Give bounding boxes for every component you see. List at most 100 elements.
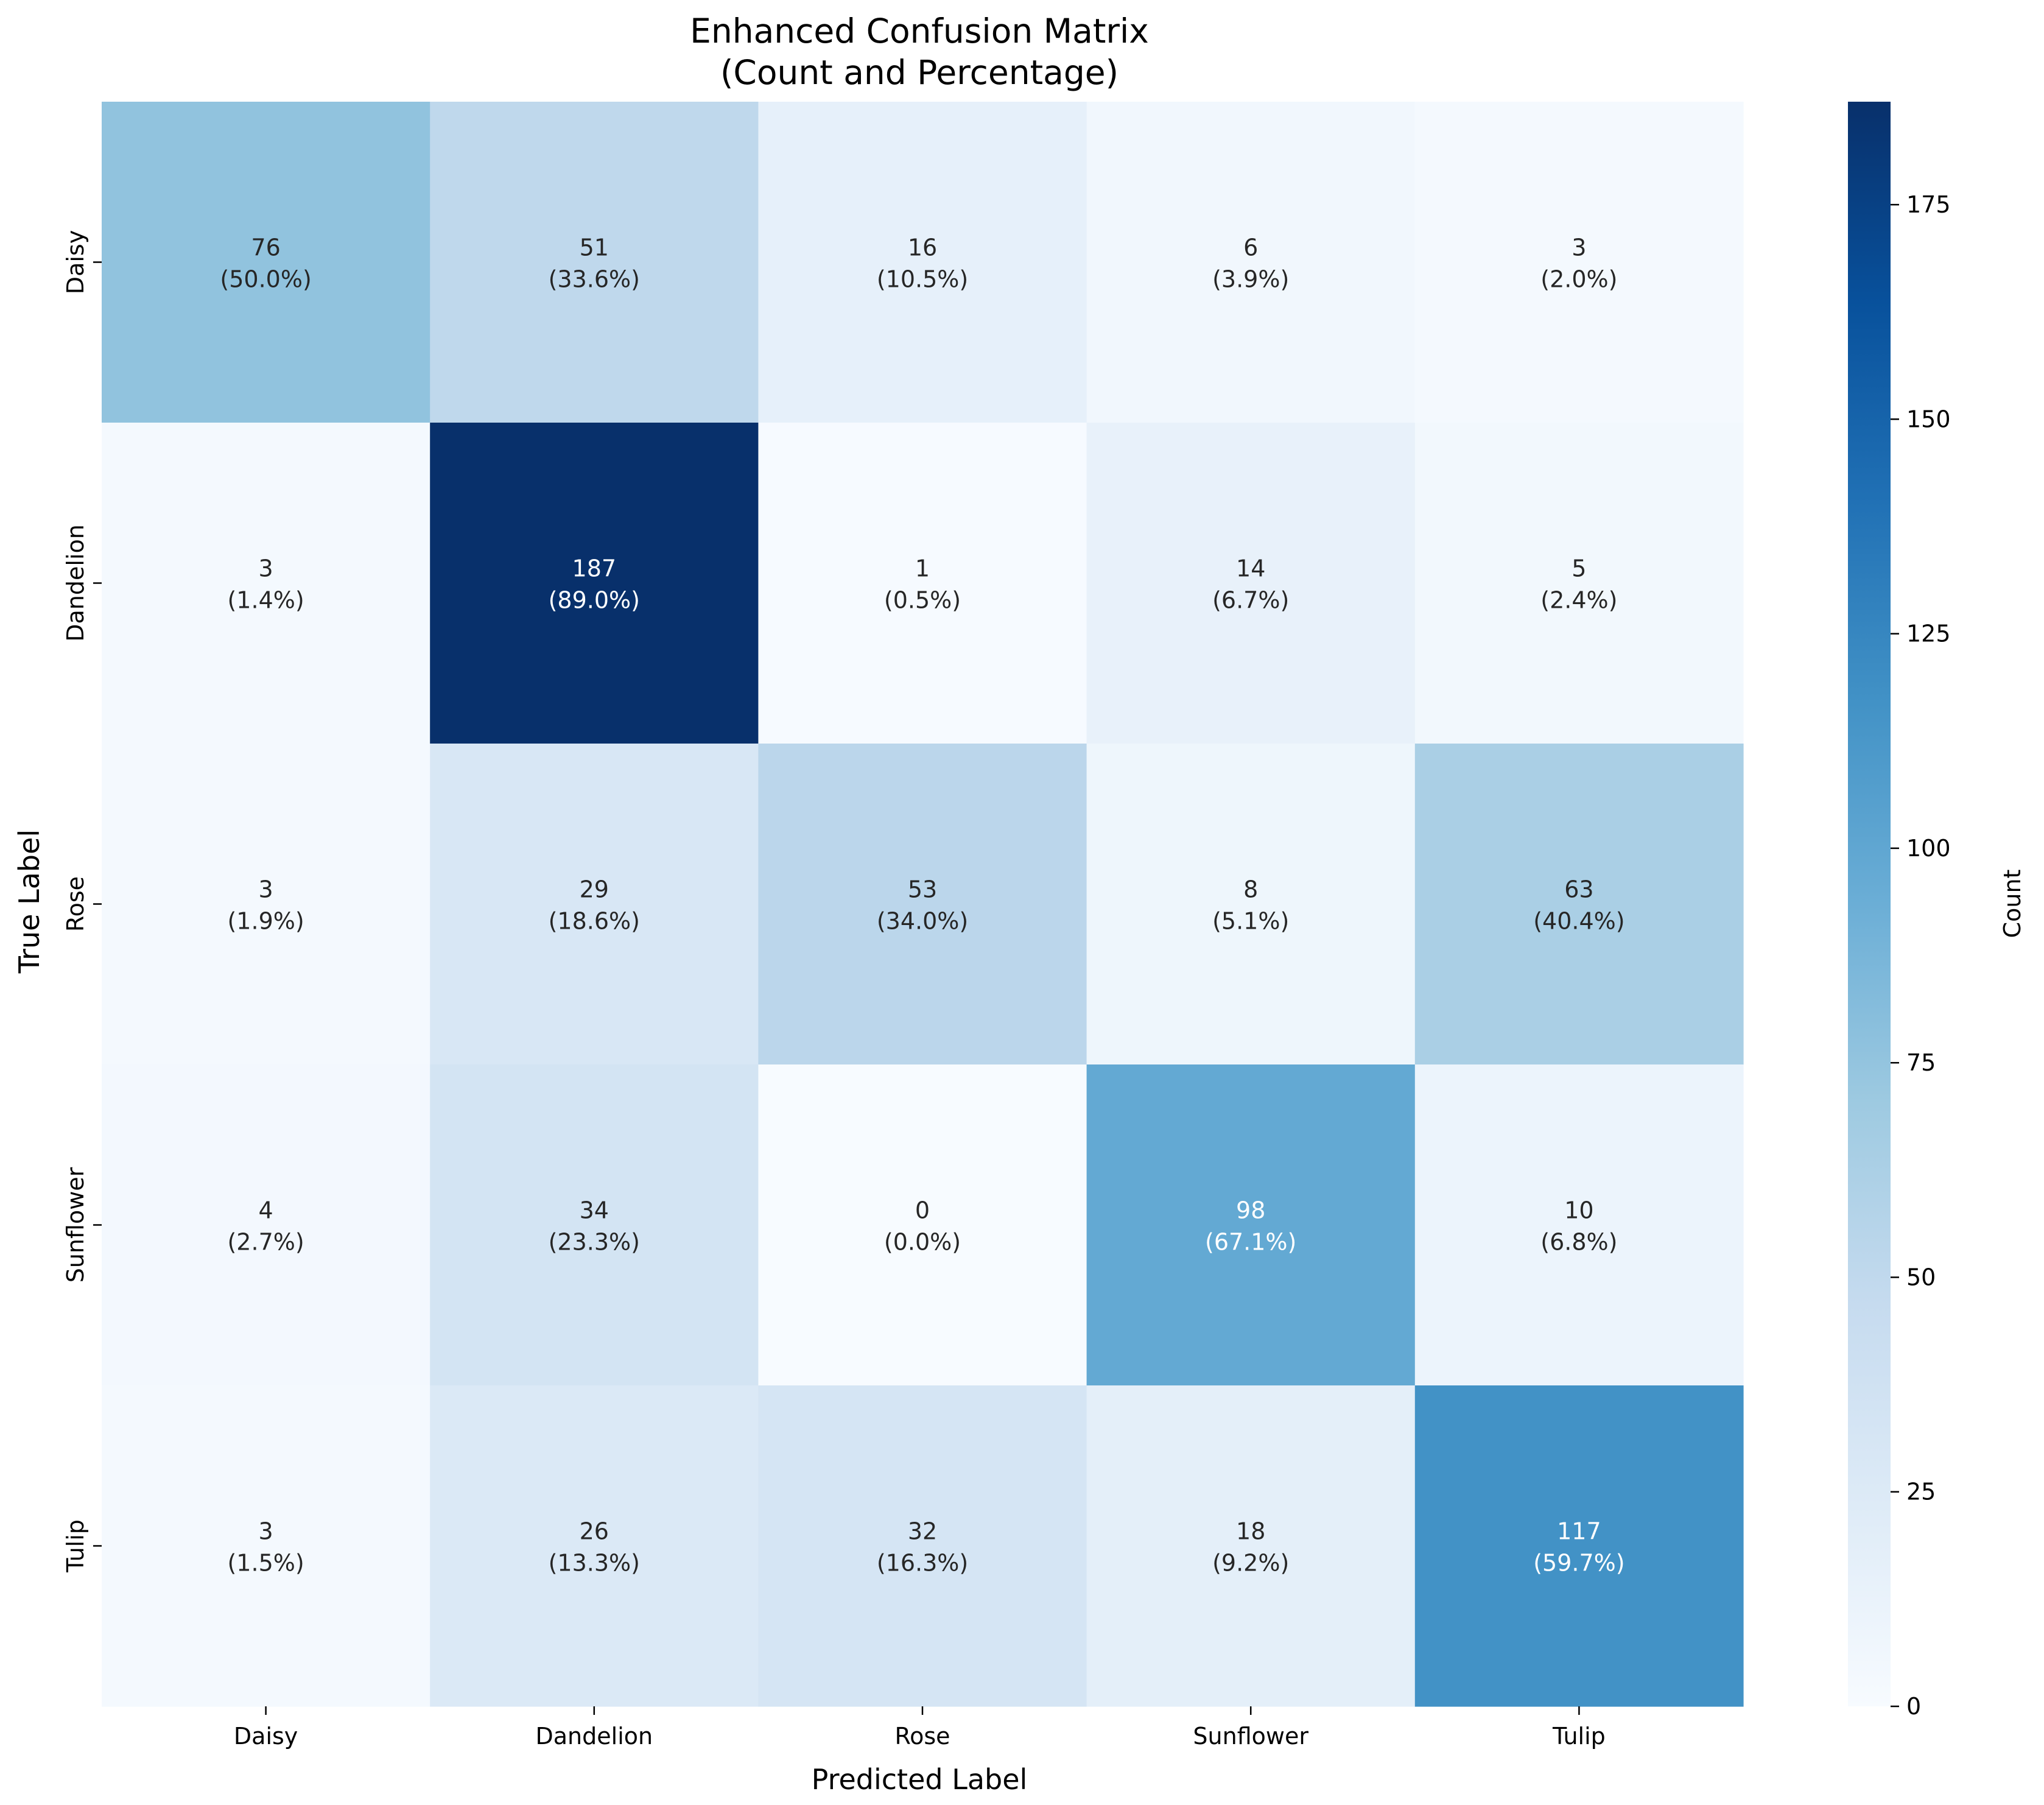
- heatmap-cell: [102, 423, 430, 744]
- cell-percent-label: (23.3%): [549, 1229, 640, 1256]
- cell-count-label: 3: [259, 876, 273, 903]
- heatmap-cell: [1086, 1064, 1416, 1386]
- cell-percent-label: (18.6%): [549, 908, 640, 935]
- cell-count-label: 4: [259, 1197, 273, 1224]
- heatmap-cell: [1414, 423, 1744, 744]
- cell-count-label: 10: [1564, 1197, 1593, 1224]
- cell-percent-label: (0.5%): [884, 587, 961, 614]
- cell-percent-label: (5.1%): [1212, 908, 1289, 935]
- heatmap-cell: [430, 744, 759, 1065]
- heatmap-cell: [1414, 1385, 1744, 1707]
- x-tick-label: Tulip: [1552, 1723, 1606, 1750]
- cell-percent-label: (40.4%): [1533, 908, 1624, 935]
- heatmap-cell: [430, 102, 759, 423]
- cell-count-label: 18: [1236, 1518, 1265, 1545]
- cell-percent-label: (2.4%): [1540, 587, 1617, 614]
- chart-title: Enhanced Confusion Matrix: [690, 12, 1149, 51]
- y-tick-label: Rose: [62, 876, 89, 932]
- cell-percent-label: (9.2%): [1212, 1550, 1289, 1577]
- heatmap-cell: [102, 102, 430, 423]
- cell-percent-label: (3.9%): [1212, 266, 1289, 293]
- cell-count-label: 16: [908, 234, 937, 261]
- x-tick-label: Rose: [894, 1723, 950, 1750]
- cell-count-label: 98: [1236, 1197, 1265, 1224]
- x-tick-label: Daisy: [234, 1723, 298, 1750]
- cell-count-label: 3: [259, 1518, 273, 1545]
- heatmap-cell: [102, 1385, 430, 1707]
- cell-percent-label: (50.0%): [220, 266, 311, 293]
- cell-percent-label: (2.0%): [1540, 266, 1617, 293]
- y-tick-label: Daisy: [62, 230, 89, 294]
- cell-count-label: 34: [580, 1197, 609, 1224]
- heatmap-cells: [102, 102, 1744, 1707]
- colorbar: [1848, 102, 1891, 1706]
- colorbar-tick-label: 50: [1906, 1264, 1936, 1290]
- colorbar-tick-label: 75: [1906, 1049, 1936, 1076]
- cell-count-label: 29: [580, 876, 609, 903]
- cell-percent-label: (89.0%): [549, 587, 640, 614]
- heatmap-cell: [758, 423, 1087, 744]
- heatmap-cell: [758, 102, 1087, 423]
- cell-percent-label: (6.8%): [1540, 1229, 1617, 1256]
- cell-count-label: 76: [251, 234, 280, 261]
- cell-count-label: 51: [580, 234, 609, 261]
- y-tick-label: Dandelion: [62, 524, 89, 642]
- heatmap-cell: [1086, 423, 1416, 744]
- colorbar-tick-label: 175: [1906, 191, 1951, 218]
- cell-percent-label: (1.5%): [227, 1550, 304, 1577]
- x-axis-label: Predicted Label: [812, 1763, 1028, 1796]
- heatmap-cell: [430, 1385, 759, 1707]
- cell-count-label: 53: [908, 876, 937, 903]
- cell-count-label: 14: [1236, 555, 1265, 582]
- colorbar-tick-label: 125: [1906, 621, 1951, 647]
- colorbar-tick-label: 0: [1906, 1693, 1921, 1720]
- cell-count-label: 3: [259, 555, 273, 582]
- cell-count-label: 6: [1243, 234, 1258, 261]
- cell-percent-label: (59.7%): [1533, 1550, 1624, 1577]
- cell-annotations: 76(50.0%)51(33.6%)16(10.5%)6(3.9%)3(2.0%…: [220, 234, 1624, 1577]
- y-tick-label: Tulip: [62, 1519, 89, 1573]
- cell-percent-label: (16.3%): [877, 1550, 968, 1577]
- y-axis-label: True Label: [13, 829, 46, 974]
- cell-percent-label: (34.0%): [877, 908, 968, 935]
- heatmap-cell: [430, 423, 759, 744]
- heatmap-cell: [1414, 1064, 1744, 1386]
- cell-percent-label: (67.1%): [1205, 1229, 1296, 1256]
- heatmap-cell: [102, 744, 430, 1065]
- cell-percent-label: (6.7%): [1212, 587, 1289, 614]
- colorbar-tick-label: 25: [1906, 1479, 1936, 1505]
- heatmap-cell: [1414, 744, 1744, 1065]
- cell-percent-label: (2.7%): [227, 1229, 304, 1256]
- chart-subtitle: (Count and Percentage): [720, 53, 1119, 92]
- cell-count-label: 8: [1243, 876, 1258, 903]
- heatmap-cell: [758, 1064, 1087, 1386]
- heatmap-cell: [1086, 744, 1416, 1065]
- cell-count-label: 0: [915, 1197, 930, 1224]
- cell-count-label: 3: [1572, 234, 1586, 261]
- cell-count-label: 187: [572, 555, 617, 582]
- y-axis-ticks: Daisy Dandelion Rose Sunflower Tulip: [62, 230, 102, 1573]
- heatmap-cell: [758, 1385, 1087, 1707]
- cell-percent-label: (1.4%): [227, 587, 304, 614]
- heatmap-cell: [1086, 102, 1416, 423]
- cell-percent-label: (1.9%): [227, 908, 304, 935]
- x-tick-label: Sunflower: [1193, 1723, 1308, 1750]
- heatmap-cell: [102, 1064, 430, 1386]
- cell-count-label: 26: [580, 1518, 609, 1545]
- heatmap-cell: [758, 744, 1087, 1065]
- colorbar-ticks: 0 25 50 75 100 125 150 175: [1891, 191, 1951, 1720]
- cell-count-label: 1: [915, 555, 930, 582]
- cell-percent-label: (0.0%): [884, 1229, 961, 1256]
- cell-percent-label: (10.5%): [877, 266, 968, 293]
- heatmap-cell: [1086, 1385, 1416, 1707]
- cell-count-label: 117: [1557, 1518, 1601, 1545]
- heatmap-cell: [430, 1064, 759, 1386]
- y-tick-label: Sunflower: [62, 1167, 89, 1282]
- x-axis-ticks: Daisy Dandelion Rose Sunflower Tulip: [234, 1706, 1606, 1750]
- cell-count-label: 32: [908, 1518, 937, 1545]
- cell-count-label: 5: [1572, 555, 1586, 582]
- colorbar-label: Count: [1999, 870, 2026, 938]
- heatmap-cell: [1414, 102, 1744, 423]
- cell-percent-label: (13.3%): [549, 1550, 640, 1577]
